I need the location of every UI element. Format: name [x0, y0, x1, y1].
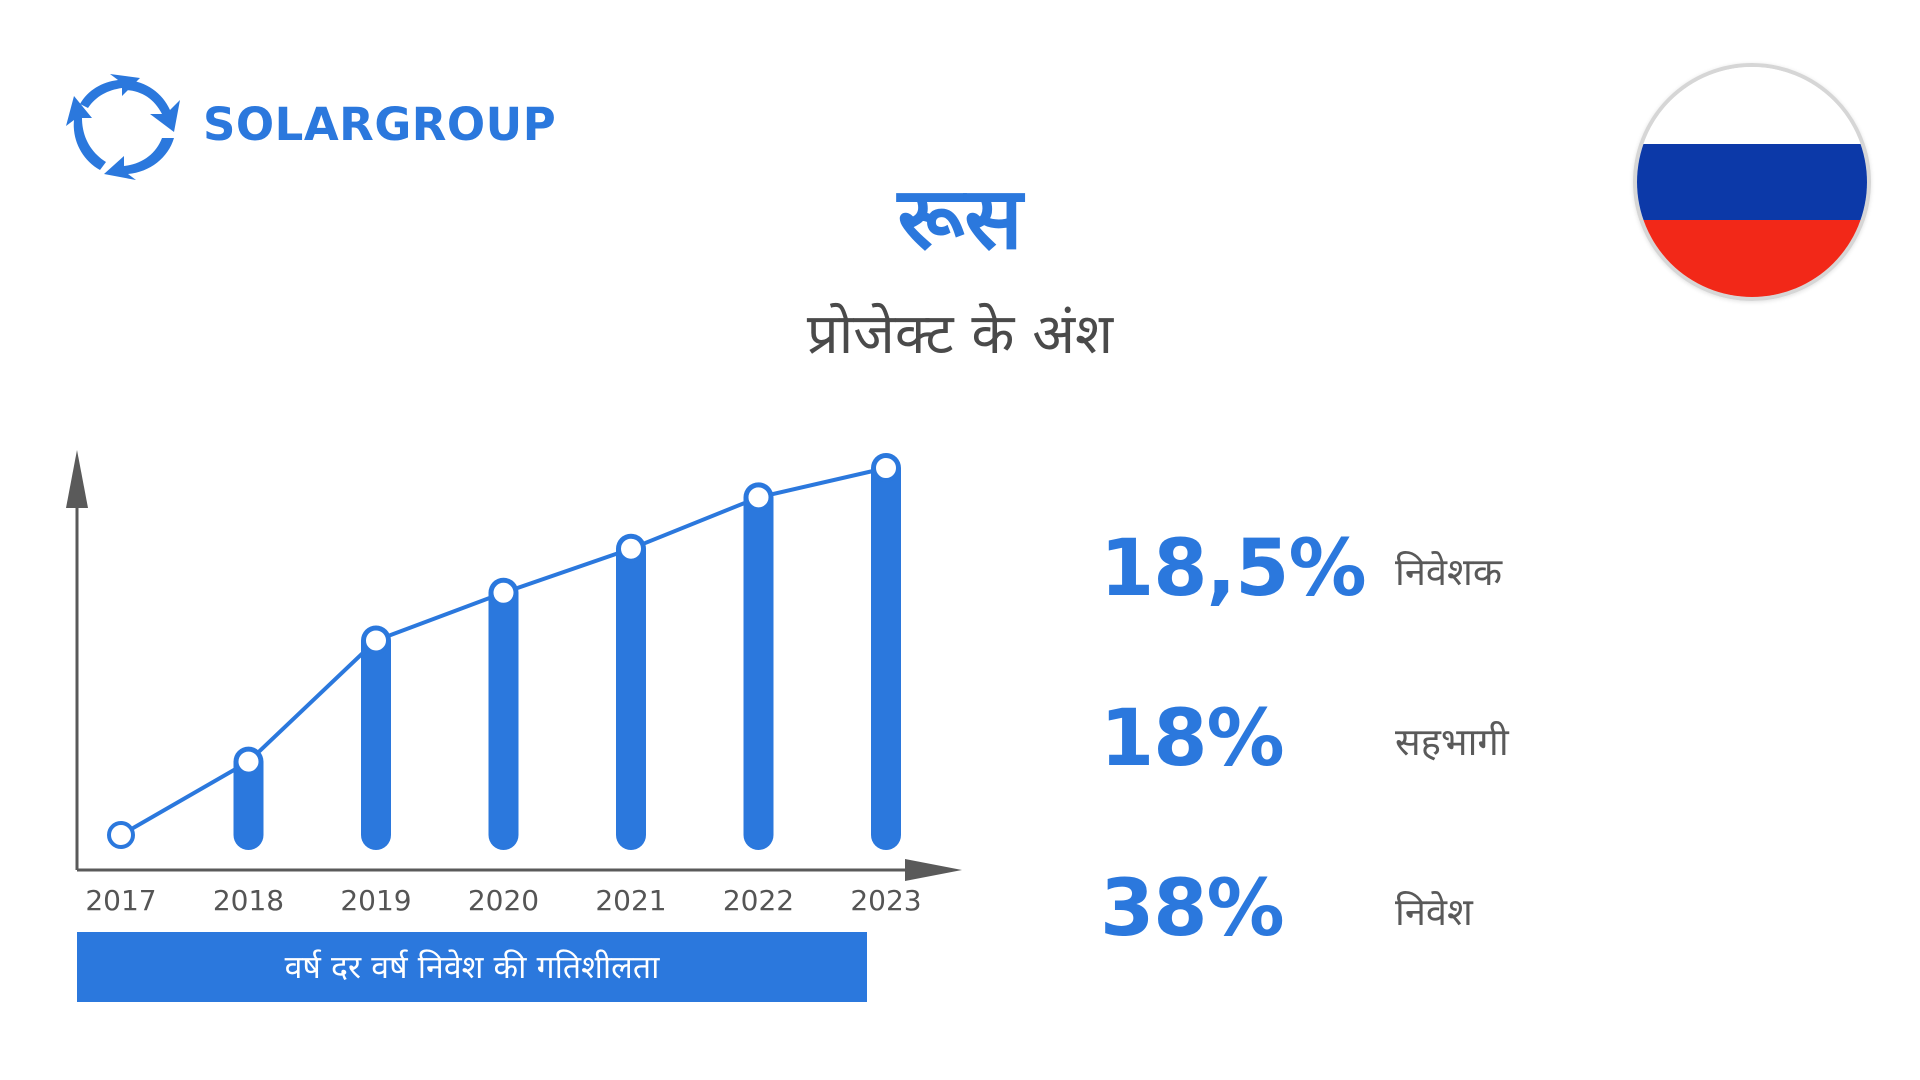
x-tick-label: 2021: [595, 884, 666, 917]
point-2018: [234, 747, 263, 776]
x-tick-label: 2019: [340, 884, 411, 917]
point-2023: [872, 454, 900, 482]
investment-chart: 2017 2018 2019 2020 2021 2022 2023: [66, 450, 962, 917]
page-title: रूस: [897, 169, 1023, 269]
solargroup-logo-icon: [66, 74, 180, 180]
x-tick-label: 2020: [468, 884, 539, 917]
page-subtitle: प्रोजेक्ट के अंश: [806, 302, 1114, 367]
x-axis-arrow: [905, 859, 962, 881]
point-2022: [744, 483, 773, 512]
stat-label: सहभागी: [1395, 720, 1509, 764]
russia-flag-icon: [1633, 63, 1871, 301]
flag-white-stripe: [1637, 67, 1867, 144]
chart-axes: [66, 450, 962, 881]
point-2019: [362, 626, 390, 655]
point-2017: [107, 821, 135, 849]
chart-bars: [233, 453, 901, 850]
stat-value: 18,5%: [1100, 524, 1367, 614]
x-tick-labels: 2017 2018 2019 2020 2021 2022 2023: [85, 884, 921, 917]
brand-name: SOLARGROUP: [203, 98, 557, 151]
stat-value: 18%: [1100, 694, 1285, 784]
chart-caption: वर्ष दर वर्ष निवेश की गतिशीलता: [77, 932, 867, 1002]
stat-value: 38%: [1100, 864, 1285, 954]
y-axis-arrow: [66, 450, 88, 508]
x-tick-label: 2023: [850, 884, 921, 917]
point-2020: [489, 578, 518, 607]
chart-points: [107, 454, 900, 849]
x-tick-label: 2017: [85, 884, 156, 917]
x-tick-label: 2022: [723, 884, 794, 917]
point-2021: [617, 534, 645, 563]
x-tick-label: 2018: [213, 884, 284, 917]
flag-blue-stripe: [1637, 143, 1867, 221]
stat-label: निवेश: [1395, 890, 1473, 934]
stat-label: निवेशक: [1395, 550, 1503, 594]
